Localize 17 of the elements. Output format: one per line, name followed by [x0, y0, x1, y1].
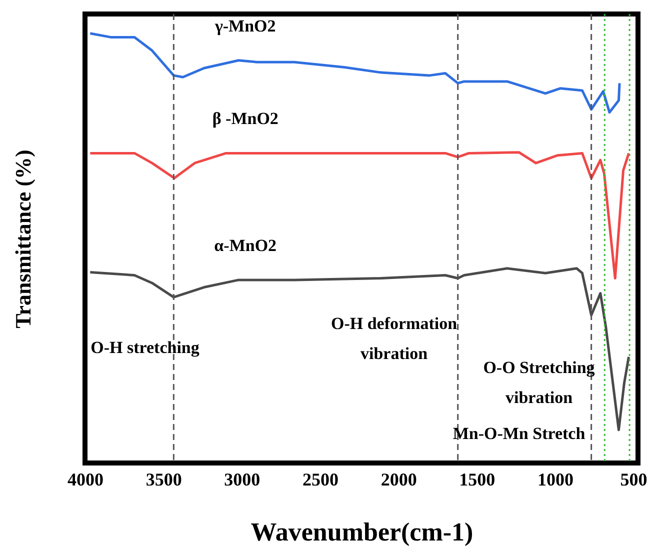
x-tick-label: 2000	[380, 470, 417, 490]
x-axis-title: Wavenumber(cm-1)	[250, 518, 474, 546]
x-tick-label: 3500	[146, 470, 182, 490]
x-tick-label: 2500	[302, 470, 338, 490]
x-tick-label: 4000	[68, 470, 104, 490]
annotation: O-O Stretching vibration	[483, 358, 596, 407]
annotation: Mn-O-Mn Stretch	[452, 424, 586, 443]
series-label: γ-MnO2	[214, 16, 276, 36]
annotation: O-H stretching	[90, 338, 200, 357]
x-tick-label: 3000	[224, 470, 260, 490]
x-tick-label: 500	[620, 470, 648, 490]
series-label: α-MnO2	[214, 236, 277, 255]
annotation: O-H deformation vibration	[330, 314, 458, 363]
y-axis-title: Transmittance (%)	[10, 150, 36, 328]
x-tick-label: 1500	[459, 470, 496, 490]
series-label: β -MnO2	[212, 109, 278, 128]
x-tick-label: 1000	[537, 470, 574, 490]
